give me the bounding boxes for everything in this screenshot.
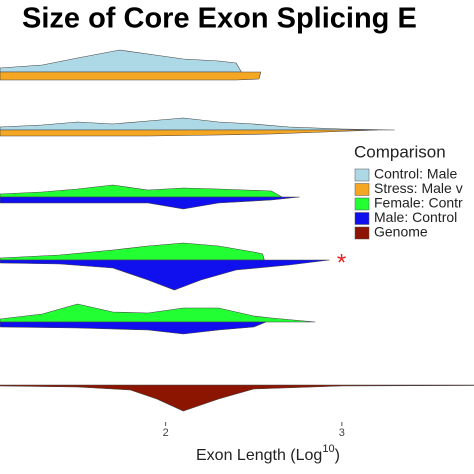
violin-half [0,196,300,210]
violin-half [0,242,265,261]
legend-swatch [354,212,370,225]
x-tick-label: 3 [339,427,345,439]
legend-label: Stress: Male v [374,180,463,196]
violin-half [0,259,330,291]
legend-label: Genome [374,224,428,240]
violin-half [0,129,378,137]
x-axis-label: Exon Length (Log10) [196,443,340,464]
legend-swatch [354,197,370,211]
legend-swatch [354,168,370,182]
x-tick-label: 2 [163,427,169,439]
significance-star: * [337,249,346,276]
x-label-close: ) [335,447,340,464]
violin-half [0,49,242,73]
legend-title: Comparison [354,142,446,161]
violin-half [0,71,262,81]
violin-half [0,184,283,198]
legend-label: Male: Control [374,209,457,225]
violin-half [0,321,267,335]
legend-swatch [354,226,370,240]
legend-swatch [354,183,370,196]
x-label-sup: 10 [322,443,334,455]
violin-half [0,303,316,323]
violin-half [0,117,395,131]
legend-label: Control: Male [374,166,457,182]
x-label-text: Exon Length (Log [196,447,322,464]
violin-half [0,384,474,412]
chart-title: Size of Core Exon Splicing E [22,3,417,35]
legend-label: Female: Contr [374,195,463,211]
